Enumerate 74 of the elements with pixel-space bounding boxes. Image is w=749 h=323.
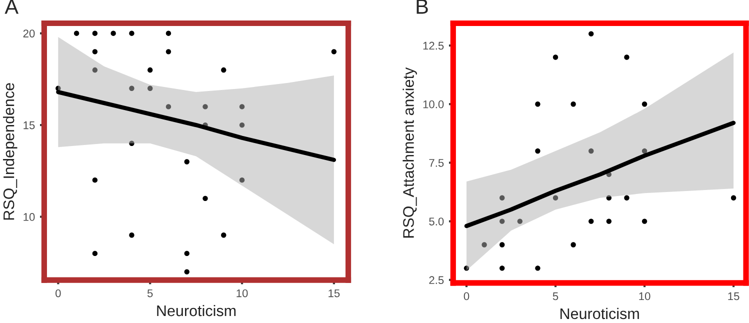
point bbox=[517, 218, 523, 224]
x-axis-title: Neuroticism bbox=[157, 304, 236, 316]
point bbox=[92, 177, 98, 183]
x-tick-label: 10 bbox=[236, 289, 248, 298]
point bbox=[184, 269, 190, 274]
point bbox=[500, 242, 505, 248]
point bbox=[500, 195, 505, 200]
point bbox=[147, 86, 153, 91]
y-tick-label: 20 bbox=[23, 30, 35, 38]
point bbox=[239, 104, 245, 110]
x-tick-label: 10 bbox=[639, 292, 650, 300]
point bbox=[221, 232, 226, 238]
point bbox=[202, 104, 208, 110]
point bbox=[184, 250, 190, 256]
point bbox=[239, 122, 245, 128]
point bbox=[730, 195, 736, 200]
point bbox=[129, 140, 134, 146]
x-tick-label: 15 bbox=[328, 289, 340, 298]
x-tick-label: 0 bbox=[56, 289, 61, 298]
point bbox=[92, 49, 98, 54]
point bbox=[500, 218, 505, 224]
point bbox=[535, 102, 540, 107]
point bbox=[331, 49, 337, 54]
point bbox=[482, 242, 487, 248]
point bbox=[221, 67, 226, 73]
y-axis-title: RSQ_Attachment anxiety bbox=[402, 67, 417, 238]
point bbox=[606, 218, 612, 224]
point bbox=[588, 218, 594, 224]
y-tick-label: 2.5 bbox=[429, 276, 444, 284]
point bbox=[129, 30, 134, 36]
point bbox=[166, 30, 172, 36]
y-tick-label: 5.0 bbox=[429, 218, 444, 226]
x-tick-label: 5 bbox=[552, 292, 558, 300]
point bbox=[239, 177, 245, 183]
x-tick-label: 5 bbox=[147, 289, 153, 298]
y-axis-title: RSQ_Independence bbox=[3, 83, 18, 220]
point bbox=[464, 266, 470, 271]
point bbox=[588, 148, 594, 154]
point bbox=[166, 104, 172, 110]
point bbox=[110, 30, 116, 36]
point bbox=[570, 242, 576, 248]
point bbox=[642, 102, 648, 107]
line-series bbox=[464, 120, 736, 228]
point bbox=[552, 195, 558, 200]
y-tick-label: 10.0 bbox=[423, 100, 444, 108]
point bbox=[74, 30, 80, 36]
y-tick-label: 15 bbox=[24, 121, 35, 130]
point bbox=[552, 54, 558, 60]
point bbox=[147, 67, 153, 73]
point bbox=[184, 159, 190, 164]
point bbox=[535, 148, 540, 154]
x-axis-title: Neuroticism bbox=[560, 308, 639, 320]
x-tick-label: 15 bbox=[728, 292, 740, 300]
y-tick-label: 7.5 bbox=[429, 159, 444, 167]
y-tick-label: 12.5 bbox=[423, 42, 444, 50]
point bbox=[129, 86, 134, 91]
point bbox=[624, 195, 630, 200]
y-tick-label: 10 bbox=[24, 213, 35, 221]
point bbox=[570, 102, 576, 107]
point bbox=[606, 195, 612, 200]
point bbox=[166, 49, 172, 54]
point bbox=[92, 67, 98, 73]
point bbox=[588, 31, 594, 36]
point bbox=[202, 196, 208, 202]
point bbox=[642, 218, 648, 224]
point bbox=[535, 266, 540, 271]
x-tick-label: 0 bbox=[464, 292, 470, 300]
point bbox=[92, 250, 98, 256]
point bbox=[642, 148, 648, 154]
point bbox=[129, 232, 134, 238]
point bbox=[624, 54, 630, 60]
point bbox=[92, 30, 98, 36]
line-series bbox=[56, 90, 336, 162]
point bbox=[500, 266, 505, 271]
